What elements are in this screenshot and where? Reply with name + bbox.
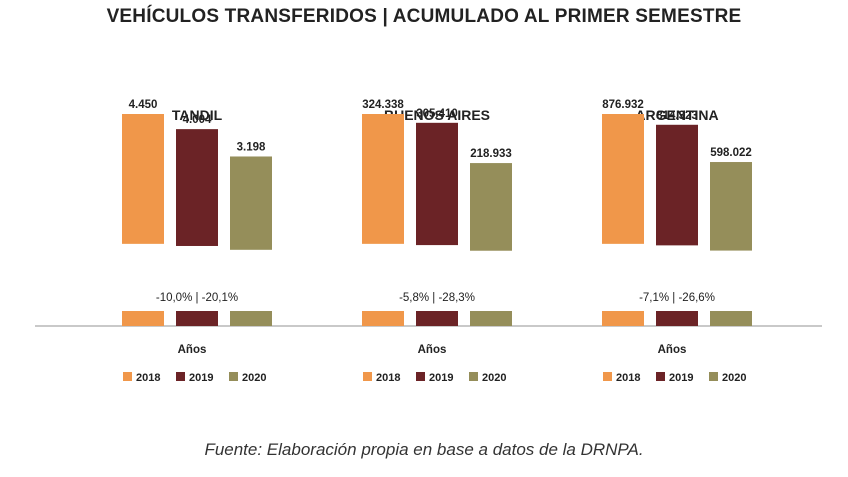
value-label: 4.450 [129,99,158,111]
x-axis-label: Años [658,344,687,356]
legend-label: 2018 [376,372,400,384]
value-label: 305.410 [416,108,458,120]
bar-2018 [122,114,164,244]
legend-label: 2019 [669,372,693,384]
bar-2020 [470,163,512,251]
legend-label: 2020 [242,372,266,384]
bar-2020 [710,162,752,251]
bar-stub-2018 [122,311,164,326]
bar-2019 [176,129,218,246]
bar-stub-2019 [656,311,698,326]
bar-stub-2018 [602,311,644,326]
change-label: -10,0% | -20,1% [156,292,238,304]
value-label: 4.004 [183,114,212,126]
bar-stub-2018 [362,311,404,326]
bar-stub-2019 [176,311,218,326]
panel-title: ARGENTINA [635,107,718,123]
legend-swatch-2018 [363,372,372,381]
bar-2020 [230,156,272,250]
legend-swatch-2018 [123,372,132,381]
value-label: 324.338 [362,99,404,111]
change-label: -7,1% | -26,6% [639,292,715,304]
bar-stub-2020 [710,311,752,326]
bar-2018 [602,114,644,244]
value-label: 598.022 [710,147,752,159]
panel-title: BUENOS AIRES [384,107,490,123]
x-axis-label: Años [418,344,447,356]
legend-swatch-2019 [176,372,185,381]
panel-title: TANDIL [172,107,223,123]
chart-title: VEHÍCULOS TRANSFERIDOS | ACUMULADO AL PR… [106,6,742,27]
value-label: 218.933 [470,148,512,160]
bar-2019 [656,124,698,246]
legend-swatch-2020 [469,372,478,381]
legend-label: 2018 [136,372,160,384]
legend-label: 2019 [429,372,453,384]
bar-stub-2019 [416,311,458,326]
legend-swatch-2020 [229,372,238,381]
legend-swatch-2019 [416,372,425,381]
bar-2018 [362,114,404,244]
bar-stub-2020 [470,311,512,326]
value-label: 3.198 [237,141,266,153]
legend-swatch-2019 [656,372,665,381]
bar-stub-2020 [230,311,272,326]
legend-swatch-2018 [603,372,612,381]
x-axis-label: Años [178,344,207,356]
legend-swatch-2020 [709,372,718,381]
bar-2019 [416,122,458,246]
value-label: 814.323 [656,110,698,122]
legend-label: 2018 [616,372,640,384]
change-label: -5,8% | -28,3% [399,292,475,304]
legend-label: 2019 [189,372,213,384]
legend-label: 2020 [722,372,746,384]
legend-label: 2020 [482,372,506,384]
value-label: 876.932 [602,99,644,111]
source-note: Fuente: Elaboración propia en base a dat… [204,440,644,459]
